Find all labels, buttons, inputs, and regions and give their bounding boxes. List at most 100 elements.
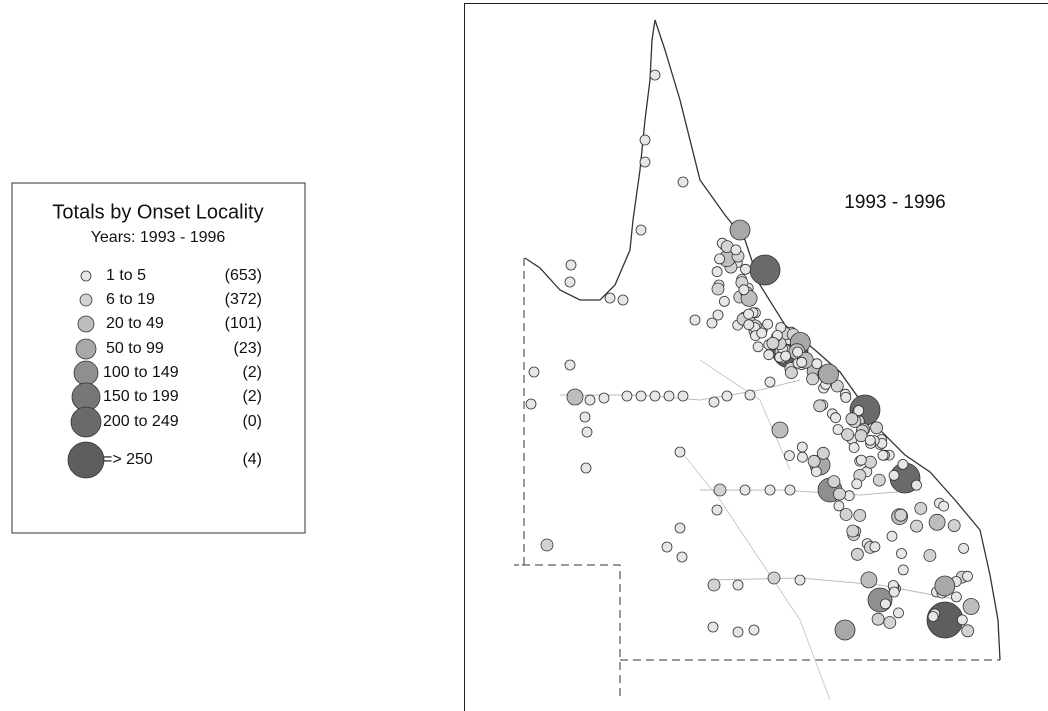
legend-range: 50 to 99	[106, 340, 164, 357]
locality-dot	[738, 284, 750, 296]
locality-dot	[797, 451, 808, 463]
locality-dot	[886, 530, 898, 542]
locality-dot	[729, 219, 751, 241]
locality-dot	[708, 396, 720, 408]
locality-dot	[807, 454, 821, 468]
legend-box	[11, 182, 306, 534]
locality-dot	[580, 462, 592, 474]
locality-dot	[732, 626, 744, 638]
locality-dot	[947, 519, 961, 532]
locality-dot	[748, 624, 760, 636]
legend-swatch	[80, 270, 92, 282]
locality-dot	[661, 541, 673, 553]
locality-dot	[871, 612, 885, 626]
locality-dot	[869, 541, 881, 553]
locality-dot	[767, 571, 781, 585]
locality-dot	[794, 574, 806, 586]
locality-dot	[864, 434, 876, 446]
locality-dot	[893, 607, 904, 619]
legend-swatch	[77, 315, 95, 333]
locality-dot	[962, 570, 973, 582]
locality-dot	[833, 500, 845, 512]
locality-dot	[897, 564, 909, 576]
locality-dot	[740, 263, 751, 275]
locality-dot	[934, 575, 956, 597]
locality-dot	[707, 578, 721, 592]
legend-count: (2)	[242, 388, 262, 405]
locality-dot	[896, 548, 907, 559]
locality-dot	[888, 586, 900, 598]
road	[699, 359, 791, 471]
legend-range: 200 to 249	[103, 413, 179, 430]
locality-dot	[846, 524, 860, 538]
locality-dot	[635, 224, 647, 236]
locality-dot	[853, 405, 865, 416]
locality-dot	[928, 513, 946, 531]
locality-dot	[706, 317, 718, 329]
locality-dot	[894, 508, 908, 522]
locality-dot	[674, 446, 686, 458]
locality-dot	[816, 446, 830, 460]
legend-count: (23)	[234, 340, 262, 357]
legend-range: 100 to 149	[103, 364, 179, 381]
road	[679, 449, 831, 701]
legend-swatch	[75, 338, 97, 360]
locality-dot	[711, 504, 723, 516]
locality-dot	[888, 469, 900, 481]
locality-dot	[833, 487, 846, 501]
locality-dot	[830, 412, 841, 424]
legend-range: 1 to 5	[106, 267, 146, 284]
legend-items: 1 to 5 (653) 6 to 19 (372) 20 to 49 (101) 50 t…	[67, 267, 262, 479]
locality-dot	[564, 359, 576, 371]
locality-dot	[711, 282, 725, 296]
locality-dot	[714, 253, 725, 265]
locality-dot	[565, 259, 577, 271]
locality-dot	[956, 614, 968, 626]
locality-dot	[730, 244, 742, 256]
locality-dot	[598, 392, 610, 404]
locality-dot	[839, 508, 853, 521]
locality-dot	[766, 336, 780, 350]
locality-dot	[818, 363, 839, 385]
locality-dot	[961, 624, 975, 638]
map-outline	[514, 19, 1001, 701]
locality-dot	[914, 501, 928, 515]
locality-dot	[877, 449, 889, 461]
locality-dot	[796, 441, 808, 453]
legend-title: Totals by Onset Locality	[52, 201, 263, 223]
locality-dot	[845, 412, 859, 426]
legend-swatch	[73, 360, 99, 386]
locality-dot	[771, 421, 789, 439]
locality-dot	[958, 543, 969, 554]
locality-dot	[528, 366, 540, 378]
locality-dots	[525, 69, 980, 641]
locality-dot	[853, 509, 867, 522]
legend-count: (4)	[242, 451, 262, 468]
locality-dot	[663, 390, 675, 402]
locality-dot	[785, 366, 798, 380]
east-coast	[654, 19, 1001, 661]
locality-dot	[834, 619, 856, 641]
locality-dot	[604, 292, 616, 304]
locality-dot	[649, 390, 661, 402]
locality-dot	[540, 538, 554, 552]
locality-dot	[581, 426, 593, 438]
legend-range: 20 to 49	[106, 315, 164, 332]
locality-dot	[811, 358, 823, 370]
locality-dot	[564, 276, 576, 288]
locality-dot	[806, 372, 819, 386]
legend-count: (2)	[242, 364, 262, 381]
locality-dot	[951, 591, 962, 603]
locality-dot	[639, 156, 651, 168]
locality-dot	[938, 500, 950, 512]
locality-dot	[832, 424, 844, 435]
legend-range: => 250	[103, 451, 153, 468]
locality-dot	[713, 483, 727, 497]
legend-swatch	[70, 406, 102, 438]
locality-dot	[792, 346, 803, 358]
legend-subtitle: Years: 1993 - 1996	[91, 229, 226, 246]
locality-dot	[707, 621, 719, 633]
locality-dot	[830, 379, 844, 393]
locality-dot	[927, 611, 939, 622]
